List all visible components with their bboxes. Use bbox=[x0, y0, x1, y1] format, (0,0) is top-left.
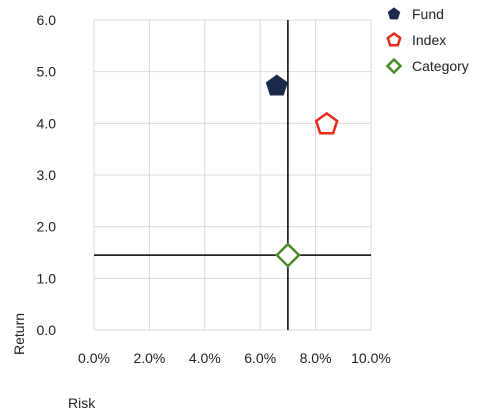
x-tick-label: 6.0% bbox=[244, 350, 276, 366]
y-tick-labels: 0.0 1.0 2.0 3.0 4.0 5.0 6.0 bbox=[37, 12, 57, 338]
legend-fund-label: Fund bbox=[412, 6, 444, 22]
index-point bbox=[314, 111, 339, 135]
y-tick-label: 3.0 bbox=[37, 167, 57, 183]
gridlines bbox=[93, 19, 372, 331]
data-points bbox=[265, 74, 339, 268]
legend-category-label: Category bbox=[412, 58, 469, 74]
x-tick-label: 10.0% bbox=[351, 350, 391, 366]
x-tick-label: 8.0% bbox=[300, 350, 332, 366]
x-tick-label: 2.0% bbox=[133, 350, 165, 366]
y-tick-label: 6.0 bbox=[37, 12, 57, 28]
x-tick-labels: 0.0% 2.0% 4.0% 6.0% 8.0% 10.0% bbox=[78, 350, 391, 366]
x-tick-label: 4.0% bbox=[189, 350, 221, 366]
legend-category-marker bbox=[385, 57, 403, 75]
x-axis-label: Risk bbox=[68, 395, 96, 411]
y-tick-label: 1.0 bbox=[37, 270, 57, 286]
y-tick-label: 0.0 bbox=[37, 322, 57, 338]
legend-index-label: Index bbox=[412, 32, 446, 48]
y-tick-label: 2.0 bbox=[37, 219, 57, 235]
x-tick-label: 0.0% bbox=[78, 350, 110, 366]
y-tick-label: 4.0 bbox=[37, 115, 57, 131]
legend: Fund Index Category bbox=[385, 6, 469, 75]
legend-fund-marker bbox=[387, 7, 401, 20]
reference-lines bbox=[94, 20, 371, 330]
y-axis-label: Return bbox=[11, 313, 27, 355]
legend-index-marker bbox=[386, 31, 402, 47]
category-point bbox=[275, 242, 301, 268]
y-tick-label: 5.0 bbox=[37, 64, 57, 80]
fund-point bbox=[265, 74, 288, 96]
